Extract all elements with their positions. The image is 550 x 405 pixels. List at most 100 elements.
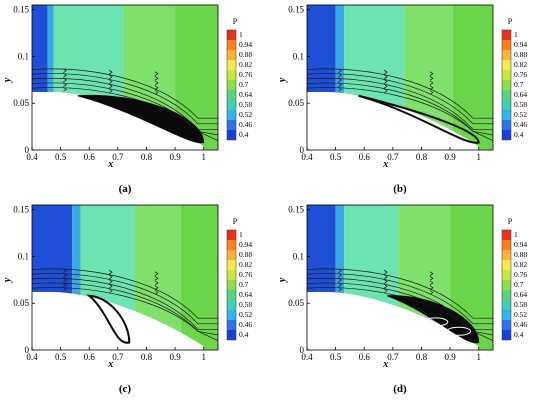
vortex-core — [423, 317, 449, 327]
streamline-arrow — [63, 68, 67, 73]
colorbar-label: 0.76 — [514, 270, 527, 279]
colorbar-frame — [501, 29, 512, 141]
colorbar-swatch — [227, 320, 236, 330]
colorbar-swatch — [502, 300, 511, 310]
streamline-arrow — [108, 274, 113, 280]
colorbar-swatch — [502, 260, 511, 270]
streamline — [32, 78, 218, 130]
colorbar-title: P — [508, 217, 513, 226]
streamline-arrow — [108, 279, 113, 284]
x-tick-label: 0.4 — [301, 352, 313, 362]
colorbar-label: 0.94 — [514, 240, 527, 249]
colorbar-swatch — [227, 90, 236, 100]
colorbar-label: 0.7 — [239, 280, 249, 289]
plot-frame — [31, 4, 219, 151]
colorbar-swatch — [502, 100, 511, 110]
chart-svg: 0.4 0.5 0.6 0.7 0.8 0.9 100.050.10.15xy(b)P10.… — [277, 4, 527, 195]
streamline-arrow — [108, 269, 113, 275]
x-tick-label: 0.6 — [84, 352, 96, 362]
colorbar-swatch — [502, 40, 511, 50]
colorbar-swatch — [227, 230, 236, 240]
colorbar-label: 0.52 — [514, 110, 527, 119]
streamline-arrow — [154, 71, 159, 76]
x-tick-label: 0.7 — [112, 352, 124, 362]
colorbar-title: P — [233, 17, 238, 26]
colorbar-label: 0.64 — [514, 290, 527, 299]
colorbar-swatch — [227, 100, 236, 110]
y-tick-label: 0.05 — [13, 98, 29, 108]
colorbar-swatch — [502, 70, 511, 80]
streamline-arrow — [154, 280, 159, 286]
y-axis-label: y — [277, 277, 288, 283]
colorbar-label: 0.46 — [239, 120, 252, 129]
y-tick-label: 0.15 — [13, 5, 29, 15]
colorbar-swatch — [227, 290, 236, 300]
panel-label: (b) — [393, 183, 407, 195]
colorbar-swatch — [227, 130, 236, 140]
streamline-arrow — [63, 82, 67, 87]
colorbar-swatch — [502, 280, 511, 290]
separation-bubble — [358, 94, 480, 144]
streamline — [307, 287, 493, 341]
colorbar-label: 0.76 — [239, 70, 252, 79]
separation-bubble — [77, 94, 205, 144]
colorbar-frame — [226, 29, 237, 141]
streamline — [307, 87, 493, 141]
streamline-arrow — [383, 79, 388, 84]
airfoil-body — [32, 292, 204, 350]
colorbar-label: 0.7 — [514, 80, 524, 89]
streamline-arrow — [154, 90, 159, 95]
y-tick-label: 0.1 — [18, 251, 29, 261]
streamline — [307, 68, 493, 119]
streamline — [307, 268, 493, 319]
streamline — [307, 82, 493, 136]
streamline-arrow — [383, 88, 388, 94]
colorbar-swatch — [227, 30, 236, 40]
separation-bubble — [86, 294, 131, 344]
chart-panel-c: 0.4 0.5 0.6 0.7 0.8 0.9 1 0 0.05 0.1 0.15 x y (c) P 1 0.… — [0, 200, 275, 405]
streamline-arrow — [63, 268, 67, 273]
x-tick-label: 0.6 — [359, 152, 371, 162]
x-tick-label: 0.9 — [169, 352, 181, 362]
streamline-arrow — [63, 282, 67, 287]
colorbar-swatch — [227, 260, 236, 270]
colorbar-label: 1 — [514, 30, 518, 39]
colorbar-label: 0.88 — [239, 250, 252, 259]
contour-band — [72, 205, 81, 350]
x-tick-label: 0.8 — [141, 152, 153, 162]
streamline-arrow — [429, 290, 434, 295]
colorbar-label: 0.4 — [514, 330, 524, 339]
streamline — [307, 278, 493, 330]
y-tick-label: 0.15 — [13, 205, 29, 215]
colorbar-swatch — [227, 70, 236, 80]
streamline — [32, 73, 218, 125]
colorbar-label: 0.88 — [239, 50, 252, 59]
colorbar-swatch — [502, 80, 511, 90]
streamline-arrow — [63, 87, 67, 92]
colorbar-swatch — [227, 250, 236, 260]
streamline-arrow — [338, 273, 342, 278]
contour-band — [335, 5, 345, 150]
streamline-arrow — [383, 83, 388, 89]
colorbar-swatch — [502, 120, 511, 130]
colorbar-swatch — [227, 310, 236, 320]
x-axis-label: x — [107, 359, 113, 370]
streamline-arrow — [383, 74, 388, 80]
streamline — [32, 273, 218, 325]
streamline-arrow — [338, 268, 342, 273]
colorbar-label: 0.52 — [239, 310, 252, 319]
colorbar-swatch — [502, 240, 511, 250]
colorbar-swatch — [227, 330, 236, 340]
x-tick-label: 0.5 — [330, 152, 342, 162]
colorbar-swatch — [227, 120, 236, 130]
colorbar-label: 0.46 — [239, 320, 252, 329]
y-tick-label: 0 — [300, 345, 305, 355]
vortex-core — [446, 326, 472, 336]
streamline-arrow — [383, 69, 388, 75]
streamline-arrow — [108, 83, 113, 89]
x-tick-label: 0.6 — [359, 352, 371, 362]
colorbar-swatch — [227, 50, 236, 60]
panel-label: (c) — [119, 383, 132, 395]
streamline-arrow — [429, 90, 434, 95]
x-tick-label: 0.7 — [387, 152, 399, 162]
